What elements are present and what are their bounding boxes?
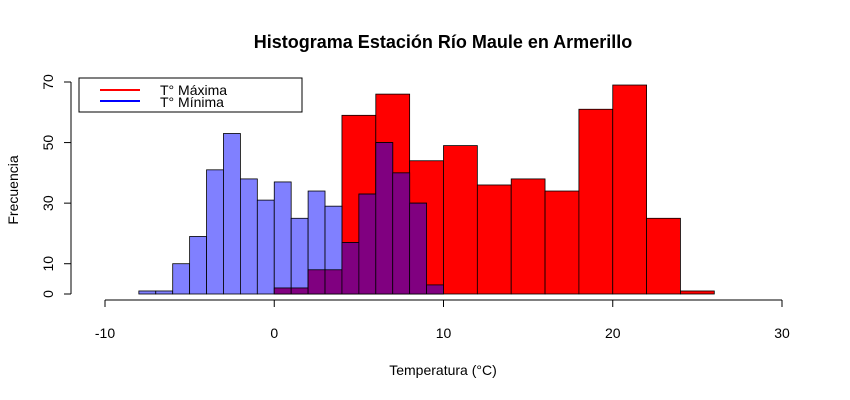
bar-overlap	[290, 287, 309, 295]
bar-overlap	[307, 269, 326, 295]
bar-minima	[189, 236, 207, 295]
bar-minima	[223, 133, 241, 295]
bar-overlap	[273, 287, 292, 295]
bar-maxima	[544, 190, 580, 295]
legend-label-maxima: T° Máxima	[160, 82, 227, 98]
y-tick-label: 70	[40, 74, 56, 90]
bar-minima	[155, 290, 174, 295]
bar-maxima	[578, 108, 614, 295]
bar-minima	[290, 217, 309, 295]
bar-maxima	[510, 178, 546, 295]
x-tick-label: 30	[774, 325, 790, 341]
y-tick-label: 0	[40, 290, 56, 298]
bar-minima	[239, 178, 258, 295]
bar-overlap	[409, 202, 427, 295]
bar-maxima	[476, 184, 512, 295]
axes-layer: -10 0 10 20 30 0 10 30 50 70	[40, 74, 790, 341]
x-axis-label: Temperatura (°C)	[389, 362, 497, 378]
bar-maxima	[612, 84, 647, 295]
bar-minima	[256, 199, 275, 295]
chart-title: Histograma Estación Río Maule en Armeril…	[254, 32, 632, 52]
bar-minima	[138, 290, 157, 295]
legend-box	[78, 77, 303, 113]
x-tick-label: -10	[95, 325, 115, 341]
bar-overlap	[426, 284, 444, 295]
y-axis-label: Frecuencia	[5, 155, 21, 224]
bar-maxima	[646, 217, 681, 295]
y-tick-label: 10	[40, 256, 56, 272]
bar-minima	[273, 181, 292, 295]
y-tick-label: 50	[40, 135, 56, 151]
legend: T° Máxima T° Mínima	[78, 77, 303, 113]
bar-minima	[206, 169, 224, 295]
bar-overlap	[375, 142, 394, 295]
bar-overlap	[358, 193, 377, 295]
legend-label-minima: T° Mínima	[160, 94, 224, 110]
x-tick-label: 0	[270, 325, 278, 341]
bar-maxima	[680, 290, 715, 295]
bars-layer	[138, 84, 715, 295]
x-tick-label: 20	[605, 325, 621, 341]
bar-overlap	[392, 172, 411, 295]
bar-maxima	[443, 145, 478, 295]
bar-overlap	[341, 242, 360, 295]
y-tick-label: 30	[40, 195, 56, 211]
x-tick-label: 10	[436, 325, 452, 341]
bar-overlap	[324, 269, 343, 295]
bar-minima	[172, 263, 191, 295]
